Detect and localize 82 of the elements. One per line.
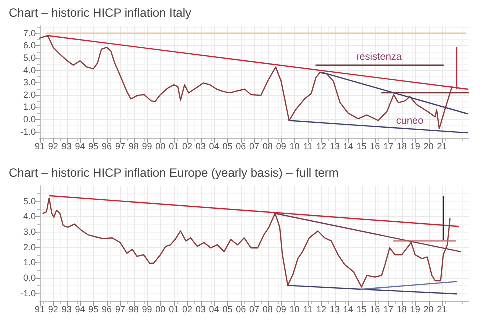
x-tick-label: 01 bbox=[169, 304, 180, 314]
x-tick-label: 04 bbox=[209, 304, 220, 314]
x-tick-label: 03 bbox=[196, 304, 206, 314]
x-tick-label: 94 bbox=[75, 142, 86, 152]
y-tick-label: -1.0 bbox=[20, 126, 36, 137]
annotation: resistenza bbox=[356, 52, 402, 63]
x-tick-label: 20 bbox=[424, 142, 434, 152]
x-tick-label: 05 bbox=[222, 142, 233, 152]
x-tick-label: 97 bbox=[115, 142, 126, 152]
x-tick-label: 96 bbox=[102, 142, 112, 152]
x-tick-label: 15 bbox=[356, 304, 367, 314]
x-tick-label: 12 bbox=[316, 142, 327, 152]
x-tick-label: 09 bbox=[276, 142, 286, 152]
y-tick-label: 5.0 bbox=[23, 53, 36, 63]
x-tick-label: 17 bbox=[384, 142, 394, 152]
x-tick-label: 12 bbox=[316, 304, 327, 314]
y-tick-label: 5.0 bbox=[23, 196, 36, 206]
x-tick-label: 16 bbox=[370, 304, 380, 314]
x-tick-label: 06 bbox=[236, 304, 246, 314]
x-tick-label: 96 bbox=[102, 304, 112, 314]
y-tick-label: 0.0 bbox=[23, 114, 36, 125]
x-tick-label: 95 bbox=[88, 142, 99, 152]
x-tick-label: 14 bbox=[343, 142, 354, 152]
x-tick-label: 05 bbox=[222, 304, 233, 314]
x-tick-label: 11 bbox=[303, 142, 313, 152]
y-tick-label: 2.0 bbox=[23, 242, 36, 252]
x-tick-label: 16 bbox=[370, 142, 380, 152]
chart-title: Chart – historic HICP inflation Europe (yearly basis) – full term bbox=[9, 166, 339, 180]
x-tick-label: 00 bbox=[156, 304, 166, 314]
y-tick-label: 6.0 bbox=[23, 40, 36, 51]
x-tick-label: 18 bbox=[396, 142, 407, 152]
x-tick-label: 02 bbox=[182, 304, 192, 314]
x-tick-label: 10 bbox=[290, 304, 300, 314]
x-tick-label: 17 bbox=[384, 304, 394, 314]
x-tick-label: 09 bbox=[276, 304, 286, 314]
y-tick-label: -1.0 bbox=[20, 288, 36, 298]
x-tick-label: 08 bbox=[262, 142, 273, 152]
x-tick-label: 00 bbox=[156, 142, 166, 152]
y-tick-label: 1.0 bbox=[23, 258, 36, 268]
y-tick-label: 4.0 bbox=[23, 212, 36, 222]
x-tick-label: 98 bbox=[128, 304, 139, 314]
x-tick-label: 07 bbox=[249, 142, 260, 152]
annotation: cuneo bbox=[396, 116, 424, 127]
x-tick-label: 08 bbox=[262, 304, 273, 314]
x-tick-label: 91 bbox=[34, 304, 46, 314]
y-tick-label: 0.0 bbox=[23, 273, 36, 283]
y-tick-label: 3.0 bbox=[23, 227, 36, 237]
x-tick-label: 19 bbox=[410, 304, 420, 314]
x-tick-label: 13 bbox=[330, 142, 340, 152]
x-tick-label: 03 bbox=[196, 142, 206, 152]
x-tick-label: 04 bbox=[209, 142, 220, 152]
x-tick-label: 99 bbox=[142, 142, 152, 152]
x-tick-label: 93 bbox=[62, 142, 72, 152]
x-tick-label: 99 bbox=[142, 304, 152, 314]
x-tick-label: 01 bbox=[169, 142, 180, 152]
x-tick-label: 94 bbox=[75, 304, 86, 314]
x-tick-label: 93 bbox=[62, 304, 72, 314]
x-tick-label: 97 bbox=[115, 304, 126, 314]
y-tick-label: 3.0 bbox=[23, 78, 36, 88]
x-tick-label: 21 bbox=[437, 304, 448, 314]
x-tick-label: 98 bbox=[128, 142, 139, 152]
y-tick-label: 2.0 bbox=[23, 90, 36, 100]
x-tick-label: 13 bbox=[330, 304, 340, 314]
x-tick-label: 95 bbox=[88, 304, 99, 314]
x-tick-label: 11 bbox=[303, 304, 313, 314]
x-tick-label: 02 bbox=[182, 142, 192, 152]
x-tick-label: 92 bbox=[48, 142, 58, 152]
y-tick-label: 7.0 bbox=[23, 28, 36, 38]
x-tick-label: 10 bbox=[290, 142, 300, 152]
x-tick-label: 91 bbox=[34, 142, 46, 152]
x-tick-label: 18 bbox=[396, 304, 407, 314]
x-tick-label: 21 bbox=[437, 142, 448, 152]
y-tick-label: 1.0 bbox=[23, 102, 36, 112]
x-tick-label: 14 bbox=[343, 304, 354, 314]
y-tick-label: 4.0 bbox=[23, 65, 36, 76]
x-tick-label: 15 bbox=[356, 142, 367, 152]
x-tick-label: 19 bbox=[410, 142, 420, 152]
x-tick-label: 92 bbox=[48, 304, 58, 314]
chart-title: Chart – historic HICP inflation Italy bbox=[9, 6, 192, 20]
x-tick-label: 06 bbox=[236, 142, 246, 152]
x-tick-label: 20 bbox=[424, 304, 434, 314]
x-tick-label: 07 bbox=[249, 304, 260, 314]
